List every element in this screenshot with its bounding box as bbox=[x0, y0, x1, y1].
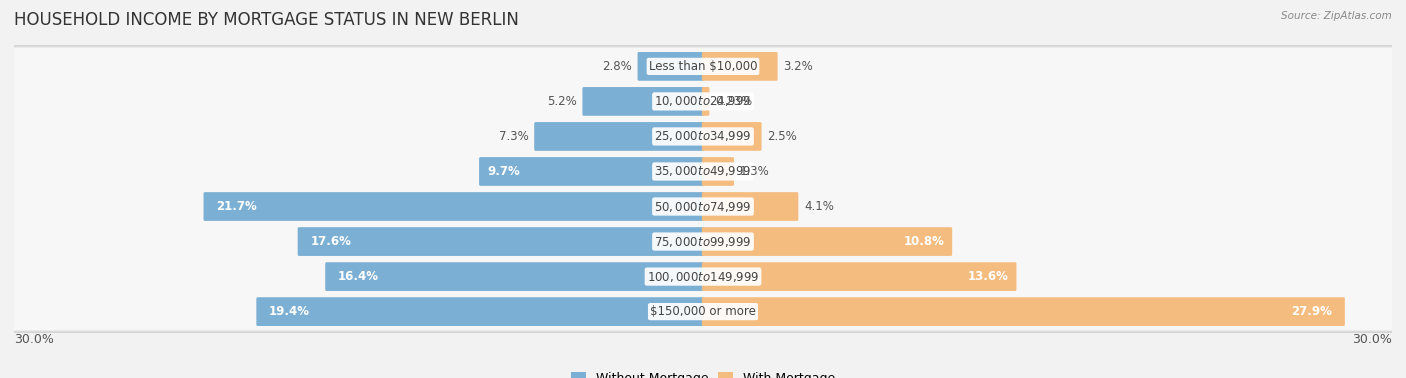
FancyBboxPatch shape bbox=[204, 192, 704, 221]
Text: $50,000 to $74,999: $50,000 to $74,999 bbox=[654, 200, 752, 214]
FancyBboxPatch shape bbox=[7, 255, 1399, 298]
Text: $75,000 to $99,999: $75,000 to $99,999 bbox=[654, 235, 752, 249]
FancyBboxPatch shape bbox=[325, 262, 704, 291]
FancyBboxPatch shape bbox=[702, 227, 952, 256]
FancyBboxPatch shape bbox=[8, 258, 1398, 296]
Text: 16.4%: 16.4% bbox=[337, 270, 378, 283]
FancyBboxPatch shape bbox=[637, 52, 704, 81]
Text: $150,000 or more: $150,000 or more bbox=[650, 305, 756, 318]
Text: 27.9%: 27.9% bbox=[1291, 305, 1333, 318]
FancyBboxPatch shape bbox=[582, 87, 704, 116]
FancyBboxPatch shape bbox=[8, 293, 1398, 330]
Text: 13.6%: 13.6% bbox=[967, 270, 1008, 283]
FancyBboxPatch shape bbox=[702, 262, 1017, 291]
Text: 9.7%: 9.7% bbox=[486, 165, 520, 178]
Text: $10,000 to $24,999: $10,000 to $24,999 bbox=[654, 94, 752, 108]
FancyBboxPatch shape bbox=[702, 157, 734, 186]
FancyBboxPatch shape bbox=[7, 115, 1399, 158]
Text: 5.2%: 5.2% bbox=[547, 95, 576, 108]
Text: 3.2%: 3.2% bbox=[783, 60, 813, 73]
Text: Less than $10,000: Less than $10,000 bbox=[648, 60, 758, 73]
Text: $25,000 to $34,999: $25,000 to $34,999 bbox=[654, 129, 752, 143]
FancyBboxPatch shape bbox=[298, 227, 704, 256]
Text: Source: ZipAtlas.com: Source: ZipAtlas.com bbox=[1281, 11, 1392, 21]
Text: $35,000 to $49,999: $35,000 to $49,999 bbox=[654, 164, 752, 178]
FancyBboxPatch shape bbox=[7, 80, 1399, 123]
Text: 4.1%: 4.1% bbox=[804, 200, 834, 213]
Text: 2.5%: 2.5% bbox=[768, 130, 797, 143]
FancyBboxPatch shape bbox=[8, 118, 1398, 155]
FancyBboxPatch shape bbox=[8, 153, 1398, 191]
Text: 10.8%: 10.8% bbox=[903, 235, 945, 248]
Text: 30.0%: 30.0% bbox=[14, 333, 53, 346]
Legend: Without Mortgage, With Mortgage: Without Mortgage, With Mortgage bbox=[565, 367, 841, 378]
Text: 7.3%: 7.3% bbox=[499, 130, 529, 143]
FancyBboxPatch shape bbox=[8, 187, 1398, 225]
FancyBboxPatch shape bbox=[8, 48, 1398, 85]
Text: 21.7%: 21.7% bbox=[217, 200, 257, 213]
FancyBboxPatch shape bbox=[702, 87, 710, 116]
Text: 2.8%: 2.8% bbox=[602, 60, 631, 73]
Text: 17.6%: 17.6% bbox=[311, 235, 352, 248]
FancyBboxPatch shape bbox=[8, 82, 1398, 120]
Text: 19.4%: 19.4% bbox=[269, 305, 309, 318]
FancyBboxPatch shape bbox=[702, 122, 762, 151]
FancyBboxPatch shape bbox=[702, 297, 1346, 326]
FancyBboxPatch shape bbox=[256, 297, 704, 326]
FancyBboxPatch shape bbox=[702, 192, 799, 221]
Text: 1.3%: 1.3% bbox=[740, 165, 769, 178]
FancyBboxPatch shape bbox=[8, 223, 1398, 260]
FancyBboxPatch shape bbox=[7, 220, 1399, 263]
Text: HOUSEHOLD INCOME BY MORTGAGE STATUS IN NEW BERLIN: HOUSEHOLD INCOME BY MORTGAGE STATUS IN N… bbox=[14, 11, 519, 29]
FancyBboxPatch shape bbox=[534, 122, 704, 151]
FancyBboxPatch shape bbox=[7, 290, 1399, 333]
FancyBboxPatch shape bbox=[7, 185, 1399, 228]
FancyBboxPatch shape bbox=[7, 150, 1399, 193]
Text: 0.23%: 0.23% bbox=[716, 95, 752, 108]
FancyBboxPatch shape bbox=[479, 157, 704, 186]
FancyBboxPatch shape bbox=[7, 45, 1399, 88]
Text: $100,000 to $149,999: $100,000 to $149,999 bbox=[647, 270, 759, 284]
Text: 30.0%: 30.0% bbox=[1353, 333, 1392, 346]
FancyBboxPatch shape bbox=[702, 52, 778, 81]
